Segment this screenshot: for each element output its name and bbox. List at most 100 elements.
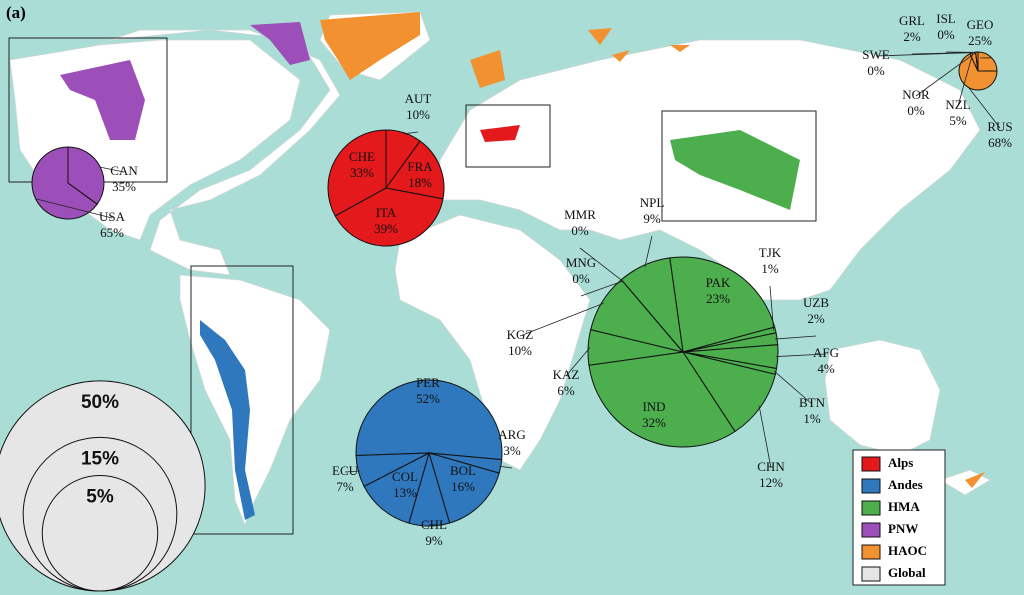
pie-slice [385, 140, 445, 200]
leader-line [644, 235, 653, 268]
pie-slice [588, 351, 736, 448]
slice-name: IND [642, 399, 665, 414]
legend-label: PNW [888, 521, 918, 536]
slice-name: ITA [376, 205, 397, 220]
slice-value-label: 52% [416, 391, 440, 406]
pie-slice [334, 187, 444, 247]
slice-value-label: 32% [642, 415, 666, 430]
slice-value-label: 18% [408, 175, 432, 190]
slice-name: BOL [450, 463, 476, 478]
slice-value-label: 1% [803, 411, 821, 426]
slice-value-label: 0% [937, 27, 955, 42]
pie-slice [620, 257, 684, 354]
slice-value-label: 10% [406, 107, 430, 122]
leader-line [429, 524, 435, 527]
slice-name: ECU [332, 463, 359, 478]
leader-line [775, 335, 817, 340]
legend-swatch [861, 478, 881, 494]
leader-line [579, 247, 623, 282]
leader-line [775, 353, 827, 357]
slice-value-label: 9% [643, 211, 661, 226]
scale-label: 15% [81, 448, 119, 469]
slice-name: TJK [759, 245, 782, 260]
slice-value-label: 16% [451, 479, 475, 494]
leader-line [580, 280, 623, 297]
leader-line [565, 347, 591, 377]
slice-name: FRA [407, 159, 433, 174]
pie-slice [977, 51, 998, 72]
slice-value-label: 5% [949, 113, 967, 128]
slice-value-label: 10% [508, 343, 532, 358]
slice-value-label: 39% [374, 221, 398, 236]
legend-swatch [861, 500, 881, 516]
slice-name: USA [99, 209, 126, 224]
slice-value-label: 68% [988, 135, 1012, 150]
scale-label: 50% [81, 392, 119, 413]
pie-slice [67, 146, 105, 205]
slice-name: GEO [967, 17, 994, 32]
slice-value-label: 6% [557, 383, 575, 398]
legend-box [852, 449, 946, 586]
slice-value-label: 25% [968, 33, 992, 48]
slice-value-label: 23% [706, 291, 730, 306]
glacier-areas [60, 12, 985, 520]
slice-name: COL [392, 469, 418, 484]
slice-name: CHL [421, 517, 447, 532]
slice-value-label: 13% [393, 485, 417, 500]
slice-value-label: 7% [336, 479, 354, 494]
pie-slice [669, 256, 776, 353]
slice-name: AFG [813, 345, 839, 360]
slice-value-label: 9% [425, 533, 443, 548]
pie-slice [355, 379, 503, 461]
legend-label: Global [888, 565, 926, 580]
slice-name: GRL [899, 13, 925, 28]
leader-line [519, 302, 604, 337]
leader-line [911, 52, 977, 55]
slice-name: MMR [564, 207, 596, 222]
slice-value-label: 65% [100, 225, 124, 240]
legend-label: Alps [888, 455, 913, 470]
slice-name: BTN [799, 395, 826, 410]
slice-name: NOR [902, 87, 930, 102]
pie-slice [31, 146, 98, 220]
leader-line [344, 470, 360, 473]
slice-name: CHE [349, 149, 375, 164]
slice-value-label: 0% [907, 103, 925, 118]
pie-charts: AUT10%FRA18%ITA39%CHE33%PER52%ARG3%BOL16… [31, 11, 1013, 548]
slice-name: KGZ [507, 327, 534, 342]
pie-slice [327, 129, 387, 217]
slice-name: SWE [862, 47, 890, 62]
slice-name: MNG [566, 255, 596, 270]
slice-name: ARG [498, 427, 525, 442]
scale-label: 5% [86, 487, 114, 508]
slice-value-label: 0% [571, 223, 589, 238]
leader-line [957, 53, 974, 107]
slice-value-label: 4% [817, 361, 835, 376]
legend-label: HAOC [888, 543, 927, 558]
slice-value-label: 33% [350, 165, 374, 180]
slice-name: KAZ [553, 367, 580, 382]
legend-swatch [861, 544, 881, 560]
slice-name: ISL [936, 11, 956, 26]
slice-name: NPL [640, 195, 665, 210]
slice-value-label: 35% [112, 179, 136, 194]
slice-value-label: 3% [503, 443, 521, 458]
slice-name: RUS [987, 119, 1012, 134]
leader-line [915, 52, 976, 97]
leader-line [769, 285, 774, 331]
slice-name: PAK [706, 275, 731, 290]
slice-name: CHN [757, 459, 785, 474]
slice-value-label: 2% [807, 311, 825, 326]
slice-name: CAN [110, 163, 138, 178]
pie-slice [681, 351, 776, 433]
slice-value-label: 2% [903, 29, 921, 44]
legend-swatch [861, 522, 881, 538]
leader-line [773, 370, 813, 405]
slice-value-label: 1% [761, 261, 779, 276]
slice-value-label: 0% [867, 63, 885, 78]
pie-slice [428, 452, 500, 524]
legend-label: HMA [888, 499, 920, 514]
scale-circle [41, 475, 159, 592]
slice-name: UZB [803, 295, 829, 310]
legend-swatch [861, 566, 881, 582]
